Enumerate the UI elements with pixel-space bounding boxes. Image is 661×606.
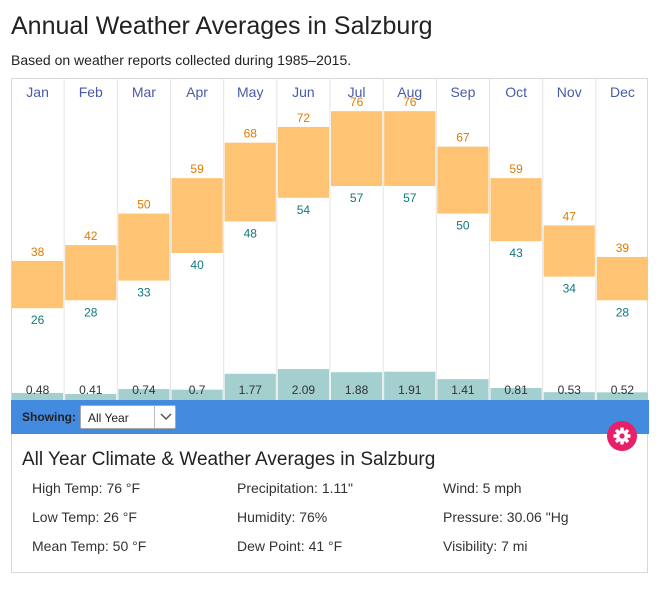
precip-bar [490,388,542,400]
low-temp-label: 57 [403,191,417,205]
low-temp-label: 28 [616,305,630,319]
precip-bar [384,371,436,400]
low-temp-label: 50 [456,219,470,233]
month-label: Nov [557,84,582,100]
month-label: Oct [505,84,527,100]
high-temp-label: 72 [297,111,311,125]
page-title: Annual Weather Averages in Salzburg [11,12,433,40]
temp-range-bar [118,213,170,281]
precip-bar [118,389,170,400]
stat-pressure: Pressure: 30.06 "Hg [443,509,569,525]
low-temp-label: 26 [31,313,45,327]
precip-label: 1.88 [345,383,369,397]
temp-range-bar [65,245,117,301]
precip-label: 0.41 [79,383,103,397]
high-temp-label: 76 [350,95,364,109]
precip-label: 2.09 [292,383,316,397]
stat-mean-temp: Mean Temp: 50 °F [32,538,147,554]
high-temp-label: 38 [31,245,45,259]
stat-humidity: Humidity: 76% [237,509,328,525]
page-subtitle: Based on weather reports collected durin… [11,52,352,68]
precip-label: 1.91 [398,383,422,397]
month-label: Mar [132,84,156,100]
temp-range-bar [596,256,648,301]
period-select[interactable]: All Year [80,405,176,429]
month-label: Jan [26,84,49,100]
precip-bar [224,373,276,400]
period-select-value: All Year [88,411,129,425]
month-label: Jul [348,84,366,100]
month-label: May [237,84,263,100]
precip-bar [12,392,64,400]
month-label: Aug [397,84,422,100]
low-temp-label: 54 [297,203,311,217]
precip-label: 0.53 [558,383,582,397]
stat-visibility: Visibility: 7 mi [443,538,528,554]
weather-chart: Jan 38 26 0.48 Feb 42 28 0.41 Mar 50 33 0.74 Apr 59 40… [12,78,648,400]
low-temp-label: 43 [509,246,523,260]
stat-high-temp: High Temp: 76 °F [32,480,141,496]
stat-precipitation: Precipitation: 1.11" [237,480,353,496]
stat-low-temp: Low Temp: 26 °F [32,509,137,525]
month-label: Feb [79,84,103,100]
summary-title: All Year Climate & Weather Averages in S… [22,449,436,470]
low-temp-label: 48 [244,226,258,240]
precip-bar [596,392,648,400]
high-temp-label: 68 [244,127,258,141]
high-temp-label: 59 [509,162,523,176]
precip-label: 0.81 [504,383,528,397]
temp-range-bar [12,260,64,309]
precip-label: 0.48 [26,383,50,397]
precip-label: 1.41 [451,383,475,397]
precip-bar [331,372,383,400]
month-label: Dec [610,84,635,100]
precip-bar [171,389,223,400]
high-temp-label: 47 [563,209,577,223]
temp-range-bar [437,146,489,214]
precip-label: 0.7 [189,383,206,397]
stat-dew-point: Dew Point: 41 °F [237,538,343,554]
stat-wind: Wind: 5 mph [443,480,522,496]
precip-label: 0.52 [611,383,635,397]
precip-bar [543,392,595,400]
temp-range-bar [384,111,436,187]
high-temp-label: 42 [84,229,98,243]
low-temp-label: 28 [84,305,98,319]
precip-label: 0.74 [132,383,156,397]
high-temp-label: 39 [616,241,630,255]
temp-range-bar [277,126,329,198]
low-temp-label: 57 [350,191,364,205]
chevron-down-icon [160,413,172,421]
month-label: Apr [186,84,208,100]
showing-label: Showing: [22,410,76,424]
low-temp-label: 34 [563,282,577,296]
gear-icon [613,427,631,445]
temp-range-bar [171,178,223,253]
low-temp-label: 33 [137,286,151,300]
month-label: Sep [450,84,475,100]
select-divider [154,406,155,428]
settings-button[interactable] [607,421,637,451]
month-label: Jun [292,84,315,100]
low-temp-label: 40 [190,258,204,272]
temp-range-bar [490,178,542,242]
high-temp-label: 76 [403,95,417,109]
temp-range-bar [331,111,383,187]
high-temp-label: 59 [190,162,204,176]
high-temp-label: 50 [137,198,151,212]
precip-label: 1.77 [239,383,263,397]
temp-range-bar [224,142,276,222]
temp-range-bar [543,225,595,277]
precip-bar [65,393,117,400]
precip-bar [437,379,489,400]
precip-bar [277,369,329,400]
high-temp-label: 67 [456,131,470,145]
